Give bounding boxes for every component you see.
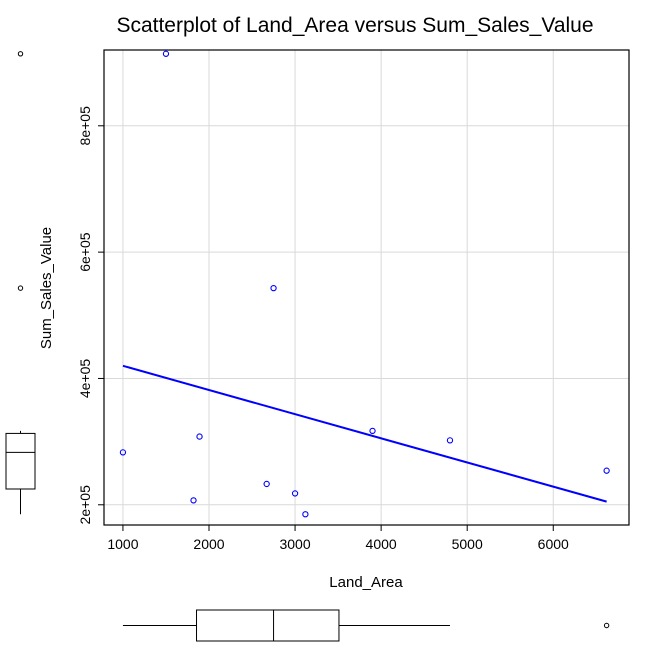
data-point [196,433,203,440]
y-tick-label: 2e+05 [77,485,93,525]
x-marginal-boxplot [122,609,610,642]
x-tick-label: 5000 [452,536,483,552]
x-tick-label: 3000 [279,536,310,552]
y-tick-label: 8e+05 [77,106,93,146]
data-point [603,467,610,474]
chart-title: Scatterplot of Land_Area versus Sum_Sale… [116,14,593,37]
data-points [119,50,610,518]
x-tick-label: 4000 [366,536,397,552]
x-box-outlier [603,622,610,629]
y-axis-ticks: 2e+05 4e+05 6e+05 8e+05 [77,106,104,525]
y-marginal-boxplot [5,51,36,515]
x-axis-label: Land_Area [329,574,403,591]
grid-lines [104,50,629,525]
x-tick-label: 2000 [193,536,224,552]
y-axis-label: Sum_Sales_Value [38,227,55,349]
x-tick-label: 6000 [538,536,569,552]
y-box-outlier [17,285,24,291]
data-point [119,449,127,456]
data-point [291,490,299,497]
data-point [446,437,454,444]
y-tick-label: 6e+05 [77,232,93,272]
regression-line [122,364,607,503]
data-point [270,284,277,292]
plot-frame [103,49,630,526]
y-tick-label: 4e+05 [77,359,93,399]
data-point [190,497,197,504]
x-axis-ticks: 1000 2000 3000 4000 5000 6000 [107,525,569,552]
x-tick-label: 1000 [107,536,138,552]
y-box [5,432,36,490]
data-point [162,50,170,57]
data-point [263,480,270,488]
data-point [369,427,376,435]
y-box-outlier [17,51,24,57]
x-box [196,609,340,642]
data-point [302,511,309,518]
